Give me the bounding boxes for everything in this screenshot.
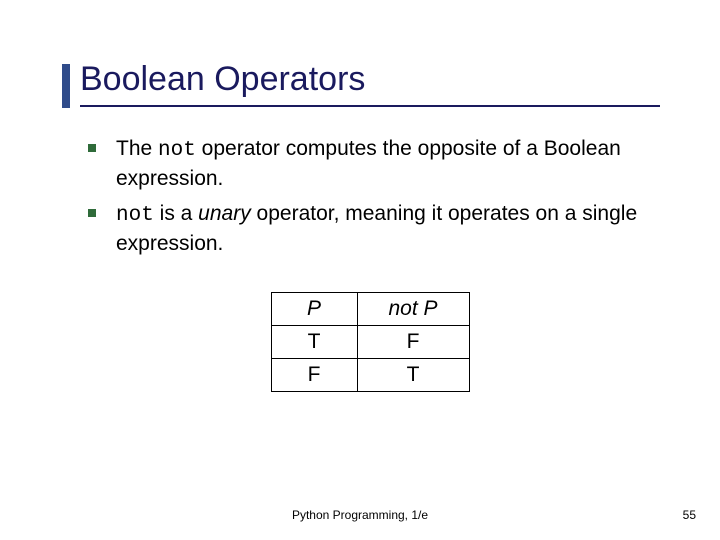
table-cell: F — [271, 359, 357, 392]
bullet-item: The not operator computes the opposite o… — [108, 135, 660, 194]
code-text: not — [116, 204, 154, 227]
table-row: T F — [271, 326, 469, 359]
square-bullet-icon — [88, 209, 96, 217]
code-text: not — [158, 139, 196, 162]
bullet-list: The not operator computes the opposite o… — [80, 135, 660, 258]
table-header: P — [271, 293, 357, 326]
truth-table-wrap: P not P T F F T — [80, 292, 660, 392]
table-cell: F — [357, 326, 469, 359]
table-cell: T — [357, 359, 469, 392]
footer-text: Python Programming, 1/e — [0, 508, 720, 522]
title-wrap: Boolean Operators — [80, 60, 660, 107]
table-row: F T — [271, 359, 469, 392]
slide-title: Boolean Operators — [80, 60, 660, 107]
truth-table: P not P T F F T — [271, 292, 470, 392]
table-header: not P — [357, 293, 469, 326]
slide: Boolean Operators The not operator compu… — [0, 0, 720, 540]
table-cell: T — [271, 326, 357, 359]
bullet-item: not is a unary operator, meaning it oper… — [108, 200, 660, 259]
italic-text: unary — [198, 202, 251, 225]
text: The — [116, 137, 158, 160]
square-bullet-icon — [88, 144, 96, 152]
text: is a — [154, 202, 198, 225]
page-number: 55 — [683, 508, 696, 522]
table-row: P not P — [271, 293, 469, 326]
accent-bar — [62, 64, 70, 108]
